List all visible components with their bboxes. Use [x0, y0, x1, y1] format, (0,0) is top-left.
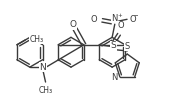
Text: N: N — [111, 73, 118, 82]
Text: N: N — [112, 14, 118, 23]
Text: O: O — [118, 21, 124, 30]
Text: S: S — [125, 42, 130, 51]
Text: O: O — [70, 20, 77, 29]
Text: O: O — [91, 15, 97, 24]
Text: +: + — [117, 13, 122, 18]
Text: CH₃: CH₃ — [30, 35, 44, 44]
Text: N: N — [40, 63, 46, 72]
Text: CH₃: CH₃ — [38, 86, 53, 95]
Text: −: − — [134, 12, 138, 17]
Text: O: O — [130, 15, 136, 24]
Text: S: S — [110, 41, 116, 50]
